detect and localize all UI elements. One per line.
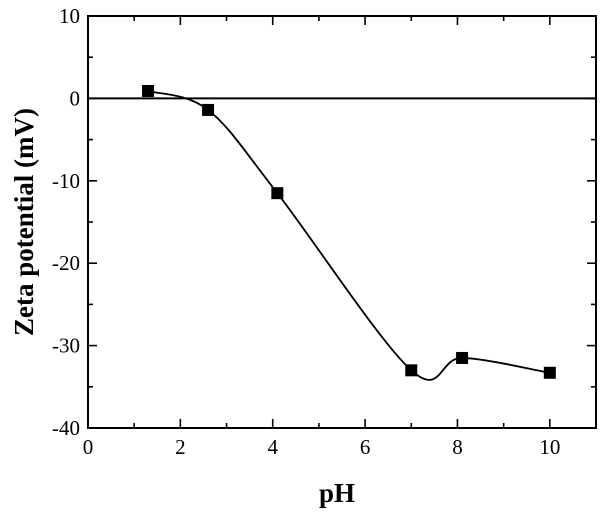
- data-point-marker: [142, 84, 155, 97]
- x-axis-tick-labels: 0 2 4 6 8 10: [83, 435, 561, 459]
- data-point-marker: [202, 103, 215, 116]
- data-point-marker: [271, 187, 284, 200]
- y-tick-label: 10: [59, 4, 80, 28]
- x-axis-ticks: [87, 16, 597, 428]
- y-axis-title: Zeta potential (mV): [9, 108, 39, 336]
- x-tick-label: 0: [83, 435, 94, 459]
- data-point-marker: [456, 351, 469, 364]
- y-tick-label: 0: [70, 86, 81, 110]
- fit-curve: [147, 90, 550, 381]
- x-tick-label: 6: [360, 435, 371, 459]
- y-tick-label: -30: [52, 334, 80, 358]
- x-tick-label: 4: [267, 435, 278, 459]
- x-axis-title: pH: [319, 478, 355, 508]
- y-tick-label: -20: [52, 251, 80, 275]
- data-point-marker: [405, 364, 418, 377]
- x-tick-label: 2: [175, 435, 186, 459]
- x-tick-label: 10: [539, 435, 560, 459]
- x-tick-label: 8: [452, 435, 463, 459]
- data-point-marker: [543, 366, 556, 379]
- y-axis-ticks: [88, 15, 596, 429]
- y-tick-label: -40: [52, 416, 80, 440]
- series-layer: [142, 84, 556, 381]
- y-tick-label: -10: [52, 169, 80, 193]
- y-axis-tick-labels: 10 0 -10 -20 -30 -40: [52, 4, 80, 440]
